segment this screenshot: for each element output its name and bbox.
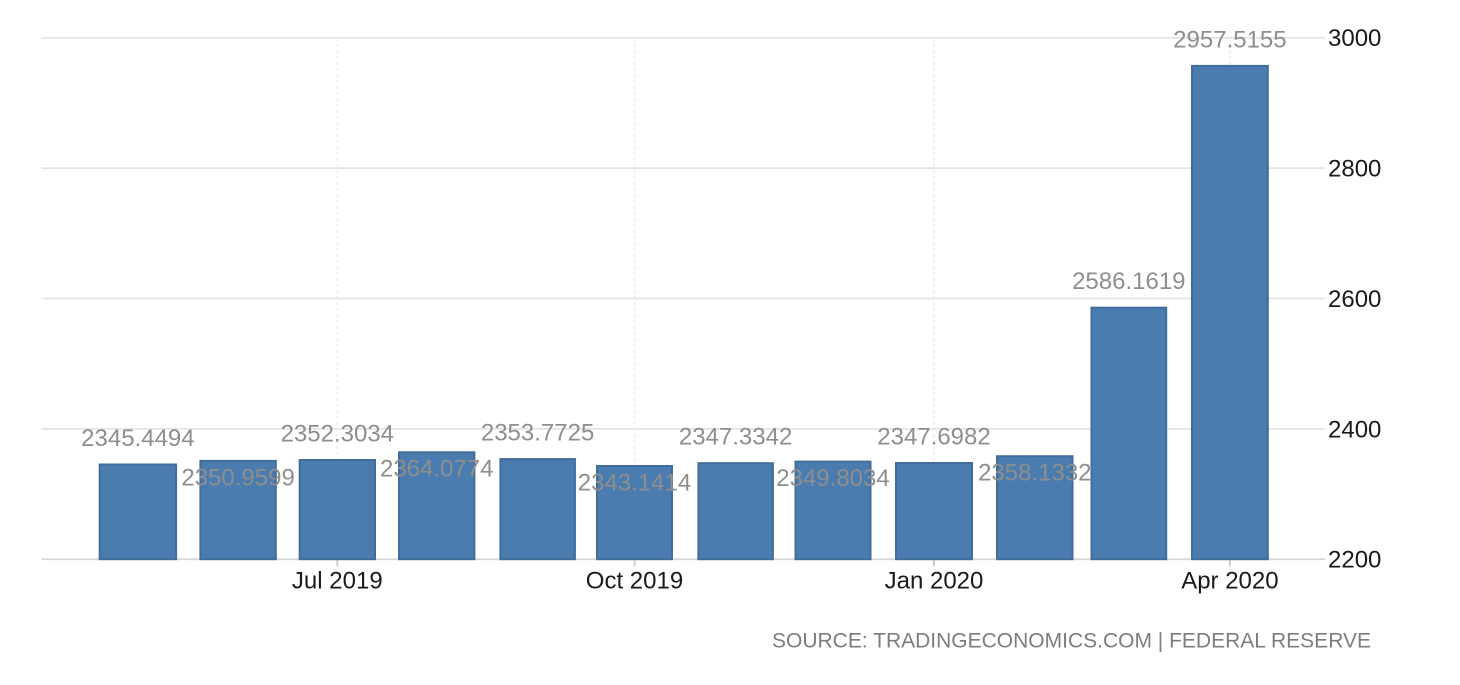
svg-text:2200: 2200 xyxy=(1328,547,1381,574)
svg-text:2957.5155: 2957.5155 xyxy=(1173,26,1286,53)
svg-text:SOURCE: TRADINGECONOMICS.COM |: SOURCE: TRADINGECONOMICS.COM | FEDERAL R… xyxy=(772,629,1371,652)
svg-text:2586.1619: 2586.1619 xyxy=(1072,268,1185,295)
svg-text:2352.3034: 2352.3034 xyxy=(281,420,394,447)
svg-text:2600: 2600 xyxy=(1328,286,1381,313)
svg-text:2343.1414: 2343.1414 xyxy=(578,469,691,496)
svg-text:2347.3342: 2347.3342 xyxy=(679,424,792,451)
svg-text:2353.7725: 2353.7725 xyxy=(481,420,594,447)
svg-text:2345.4494: 2345.4494 xyxy=(81,425,194,452)
svg-text:2358.1332: 2358.1332 xyxy=(978,460,1091,487)
svg-text:Jan 2020: Jan 2020 xyxy=(885,568,984,595)
svg-text:2800: 2800 xyxy=(1328,156,1381,183)
svg-text:2347.6982: 2347.6982 xyxy=(877,423,990,450)
svg-text:2400: 2400 xyxy=(1328,416,1381,443)
svg-text:2350.9599: 2350.9599 xyxy=(181,464,294,491)
svg-text:Jul 2019: Jul 2019 xyxy=(292,568,383,595)
svg-text:3000: 3000 xyxy=(1328,25,1381,52)
svg-text:Oct 2019: Oct 2019 xyxy=(586,568,683,595)
svg-text:2349.8034: 2349.8034 xyxy=(776,465,889,492)
svg-text:2364.0774: 2364.0774 xyxy=(380,456,493,483)
svg-text:Apr 2020: Apr 2020 xyxy=(1181,568,1278,595)
